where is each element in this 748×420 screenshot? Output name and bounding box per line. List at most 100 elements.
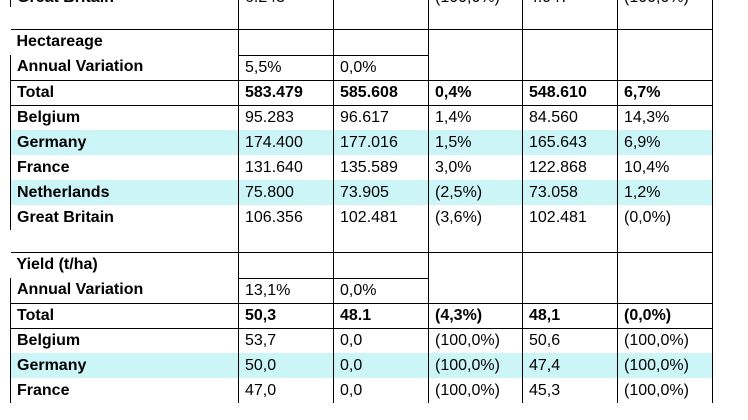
value-cell: 96.617 <box>333 105 429 130</box>
row-label: Annual Variation <box>10 55 239 80</box>
value-cell: (100,0%) <box>617 328 713 353</box>
value-cell: 548.610 <box>522 79 618 106</box>
value-cell: 174.400 <box>238 130 334 155</box>
total-row: Total 583.479 585.608 0,4% 548.610 6,7% <box>10 79 713 106</box>
value-cell: 0,0 <box>333 378 429 403</box>
value-cell: 177.016 <box>333 130 429 155</box>
value-cell <box>617 278 713 303</box>
row-label: Belgium <box>10 328 239 353</box>
value-cell: (0,0%) <box>617 205 713 230</box>
value-cell: 75.800 <box>238 180 334 205</box>
value-cell <box>428 28 523 55</box>
value-cell: 1,2% <box>617 180 713 205</box>
value-cell: 165.643 <box>522 130 618 155</box>
value-cell <box>522 230 618 252</box>
value-cell <box>238 28 334 55</box>
value-cell: (100,0%) <box>428 328 523 353</box>
table-row: Great Britain 106.356 102.481 (3,6%) 102.481… <box>10 205 713 230</box>
value-cell <box>522 251 618 278</box>
table-row: Netherlands 75.800 73.905 (2,5%) 73.058 1,2% <box>10 180 713 205</box>
row-label: Belgium <box>10 105 239 130</box>
value-cell: (100,0%) <box>617 0 713 7</box>
spacer-row <box>11 7 713 29</box>
value-cell: 5,5% <box>238 54 334 81</box>
value-cell: (100,0%) <box>617 353 713 378</box>
value-cell <box>617 7 713 29</box>
value-cell: 73.905 <box>333 180 429 205</box>
value-cell: 53,7 <box>238 328 334 353</box>
value-cell: 102.481 <box>522 205 618 230</box>
value-cell: (0,0%) <box>617 302 713 329</box>
value-cell <box>617 55 713 80</box>
table-row: Belgium 53,7 0,0 (100,0%) 50,6 (100,0%) <box>10 328 713 353</box>
value-cell <box>238 230 334 252</box>
value-cell: 50,3 <box>238 302 334 329</box>
value-cell: 10,4% <box>617 155 713 180</box>
value-cell: 1,4% <box>428 105 523 130</box>
table-row: France 131.640 135.589 3,0% 122.868 10,4% <box>10 155 713 180</box>
value-cell: 135.589 <box>333 155 429 180</box>
value-cell: (4,3%) <box>428 302 523 329</box>
row-label: Total <box>10 79 239 106</box>
value-cell: 48.1 <box>333 302 429 329</box>
value-cell: 131.640 <box>238 155 334 180</box>
section-heading-row: Yield (t/ha) <box>10 251 713 278</box>
row-label <box>11 230 239 252</box>
value-cell <box>617 251 713 278</box>
row-label: Annual Variation <box>10 278 239 303</box>
value-cell <box>522 7 618 29</box>
value-cell: (100,0%) <box>428 0 523 7</box>
row-label: Germany <box>10 353 239 378</box>
value-cell <box>428 230 523 252</box>
value-cell: 102.481 <box>333 205 429 230</box>
value-cell: 13,1% <box>238 277 334 304</box>
value-cell: 14,3% <box>617 105 713 130</box>
value-cell: 0,0 <box>333 328 429 353</box>
value-cell: 6.243 <box>238 0 334 7</box>
value-cell: (100,0%) <box>617 378 713 403</box>
value-cell <box>522 278 618 303</box>
value-cell <box>428 278 523 303</box>
value-cell <box>522 55 618 80</box>
value-cell <box>333 251 429 278</box>
row-label <box>11 7 239 29</box>
table-row: Belgium 95.283 96.617 1,4% 84.560 14,3% <box>10 105 713 130</box>
spacer-row <box>11 230 713 252</box>
value-cell: (100,0%) <box>428 378 523 403</box>
value-cell: 0,0% <box>333 277 429 304</box>
value-cell: 50,6 <box>522 328 618 353</box>
value-cell: 84.560 <box>522 105 618 130</box>
row-label: Total <box>10 302 239 329</box>
value-cell <box>428 251 523 278</box>
value-cell: 6,7% <box>617 79 713 106</box>
value-cell: 3,0% <box>428 155 523 180</box>
table-row: Great Britain6.243 (100,0%)4.947(100,0%) <box>10 0 713 7</box>
row-label: Great Britain <box>10 0 239 7</box>
value-cell: 95.283 <box>238 105 334 130</box>
value-cell: 122.868 <box>522 155 618 180</box>
value-cell: 4.947 <box>522 0 618 7</box>
value-cell: 0,0 <box>333 353 429 378</box>
value-cell <box>617 28 713 55</box>
row-label: France <box>10 378 239 403</box>
value-cell <box>333 230 429 252</box>
value-cell <box>617 230 713 252</box>
value-cell <box>238 7 334 29</box>
value-cell: (100,0%) <box>428 353 523 378</box>
value-cell: 45,3 <box>522 378 618 403</box>
value-cell: 1,5% <box>428 130 523 155</box>
value-cell: (2,5%) <box>428 180 523 205</box>
value-cell <box>522 28 618 55</box>
total-row: Total 50,3 48.1 (4,3%) 48,1 (0,0%) <box>10 302 713 329</box>
row-label: France <box>10 155 239 180</box>
value-cell <box>333 28 429 55</box>
value-cell: (3,6%) <box>428 205 523 230</box>
value-cell: 73.058 <box>522 180 618 205</box>
value-cell: 47,0 <box>238 378 334 403</box>
value-cell <box>428 7 523 29</box>
section-heading-row: Hectareage <box>10 28 713 55</box>
row-label: Great Britain <box>10 205 239 230</box>
value-cell: 50,0 <box>238 353 334 378</box>
data-table: Great Britain6.243(100,0%)4.947(100,0%)H… <box>10 0 713 403</box>
